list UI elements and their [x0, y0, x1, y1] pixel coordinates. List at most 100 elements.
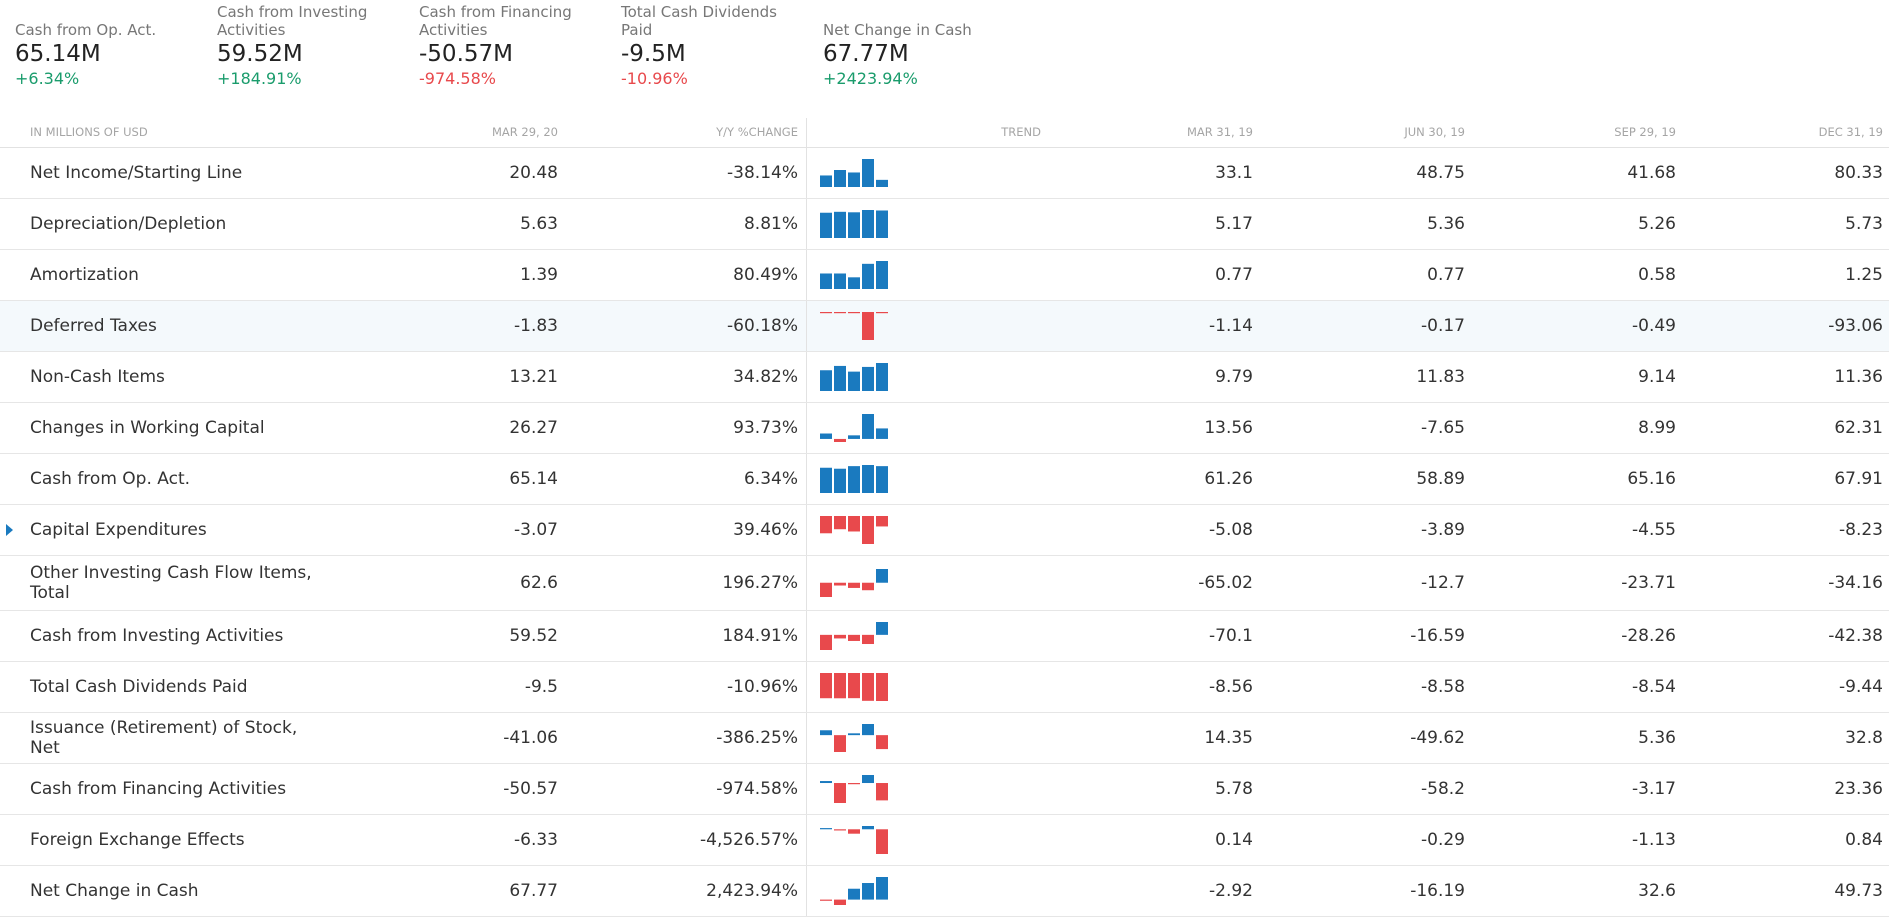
table-row[interactable]: Deferred Taxes -1.83 -60.18% -1.14 -0.17 -0.4…: [0, 301, 1889, 352]
trend-bar: [820, 312, 832, 314]
table-row[interactable]: Capital Expenditures -3.07 39.46% -5.08 -3.8…: [0, 505, 1889, 556]
value-jun-30-19: -58.2: [1421, 779, 1465, 799]
value-dec-31-19: 67.91: [1834, 469, 1883, 489]
value-dec-31-19: 23.36: [1834, 779, 1883, 799]
table-row[interactable]: Cash from Op. Act. 65.14 6.34% 61.26 58.89 65…: [0, 454, 1889, 505]
trend-bar: [834, 829, 846, 831]
value-yoy-change: 2,423.94%: [706, 881, 798, 901]
value-mar-31-19: 0.14: [1215, 830, 1253, 850]
trend-bar: [834, 673, 846, 699]
header-dec-31-19: DEC 31, 19: [1818, 125, 1883, 139]
table-row[interactable]: Depreciation/Depletion 5.63 8.81% 5.17 5.36 5…: [0, 199, 1889, 250]
column-divider: [806, 556, 807, 610]
trend-bar: [862, 366, 874, 391]
metric-change: +6.34%: [15, 69, 80, 88]
trend-bar: [862, 263, 874, 289]
trend-sparkline: [820, 454, 890, 504]
value-mar-29-20: 20.48: [509, 163, 558, 183]
value-jun-30-19: -49.62: [1410, 728, 1465, 748]
value-dec-31-19: 1.25: [1845, 265, 1883, 285]
row-label: Total Cash Dividends Paid: [30, 677, 248, 697]
sparkline-svg: [820, 414, 888, 442]
trend-bar: [848, 634, 860, 641]
table-row[interactable]: Other Investing Cash Flow Items, Total 62…: [0, 556, 1889, 611]
trend-bar: [862, 634, 874, 645]
trend-bar: [862, 673, 874, 701]
table-row[interactable]: Amortization 1.39 80.49% 0.77 0.77 0.58 1.25: [0, 250, 1889, 301]
value-yoy-change: -974.58%: [716, 779, 798, 799]
header-mar-31-19: MAR 31, 19: [1186, 125, 1253, 139]
value-mar-29-20: 26.27: [509, 418, 558, 438]
value-mar-29-20: 67.77: [509, 881, 558, 901]
value-jun-30-19: -0.29: [1421, 830, 1465, 850]
value-mar-29-20: -6.33: [514, 830, 558, 850]
value-mar-29-20: -50.57: [503, 779, 558, 799]
value-jun-30-19: 5.36: [1427, 214, 1465, 234]
trend-bar: [820, 370, 832, 391]
trend-bar: [820, 781, 832, 784]
table-row[interactable]: Changes in Working Capital 26.27 93.73% 13.…: [0, 403, 1889, 454]
trend-bar: [848, 582, 860, 588]
value-sep-29-19: 5.36: [1638, 728, 1676, 748]
table-row[interactable]: Total Cash Dividends Paid -9.5 -10.96% -8.5…: [0, 662, 1889, 713]
trend-bar: [862, 724, 874, 736]
table-row[interactable]: Cash from Financing Activities -50.57 -974…: [0, 764, 1889, 815]
value-mar-31-19: -65.02: [1198, 573, 1253, 593]
trend-bar: [876, 179, 888, 187]
row-label: Capital Expenditures: [30, 520, 207, 540]
value-yoy-change: 93.73%: [733, 418, 798, 438]
sparkline-svg: [820, 673, 888, 701]
value-dec-31-19: -42.38: [1828, 626, 1883, 646]
value-sep-29-19: 32.6: [1638, 881, 1676, 901]
trend-bar: [820, 828, 832, 830]
value-jun-30-19: -16.19: [1410, 881, 1465, 901]
column-divider: [806, 454, 807, 504]
table-row[interactable]: Issuance (Retirement) of Stock, Net -41.0…: [0, 713, 1889, 764]
trend-bar: [862, 210, 874, 238]
metric-label: Cash from Op. Act.: [15, 21, 157, 39]
value-dec-31-19: 11.36: [1834, 367, 1883, 387]
trend-bar: [862, 516, 874, 544]
column-divider: [806, 199, 807, 249]
table-row[interactable]: Net Income/Starting Line 20.48 -38.14% 33.1…: [0, 148, 1889, 199]
table-row[interactable]: Non-Cash Items 13.21 34.82% 9.79 11.83 9.14 11…: [0, 352, 1889, 403]
sparkline-svg: [820, 210, 888, 238]
value-dec-31-19: 0.84: [1845, 830, 1883, 850]
trend-bar: [862, 312, 874, 340]
value-yoy-change: -60.18%: [727, 316, 798, 336]
value-jun-30-19: -8.58: [1421, 677, 1465, 697]
value-jun-30-19: -7.65: [1421, 418, 1465, 438]
trend-bar: [876, 363, 888, 391]
trend-bar: [820, 212, 832, 238]
value-dec-31-19: 80.33: [1834, 163, 1883, 183]
value-dec-31-19: 5.73: [1845, 214, 1883, 234]
table-row[interactable]: Cash from Investing Activities 59.52 184.9…: [0, 611, 1889, 662]
table-header: IN MILLIONS OF USD MAR 29, 20 Y/Y %CHANG…: [0, 118, 1889, 148]
value-jun-30-19: -3.89: [1421, 520, 1465, 540]
metric-value: 59.52M: [217, 41, 303, 67]
table-row[interactable]: Net Change in Cash 67.77 2,423.94% -2.92 -16…: [0, 866, 1889, 917]
row-label: Deferred Taxes: [30, 316, 157, 336]
value-jun-30-19: -12.7: [1421, 573, 1465, 593]
trend-bar: [876, 569, 888, 583]
value-sep-29-19: -3.17: [1632, 779, 1676, 799]
row-label: Non-Cash Items: [30, 367, 165, 387]
metric-label: Total Cash Dividends Paid: [621, 3, 777, 39]
row-label: Cash from Op. Act.: [30, 469, 191, 489]
column-divider: [806, 815, 807, 865]
expand-arrow-icon[interactable]: [6, 524, 13, 536]
column-divider: [806, 352, 807, 402]
column-divider: [806, 764, 807, 814]
table-row[interactable]: Foreign Exchange Effects -6.33 -4,526.57% 0…: [0, 815, 1889, 866]
trend-bar: [834, 170, 846, 187]
row-label: Foreign Exchange Effects: [30, 830, 245, 850]
trend-bar: [834, 468, 846, 493]
trend-bar: [834, 365, 846, 391]
summary-metrics: Cash from Op. Act. 65.14M +6.34% Cash from …: [0, 0, 1889, 110]
trend-sparkline: [820, 764, 890, 814]
metric-value: 67.77M: [823, 41, 909, 67]
metric-label: Net Change in Cash: [823, 21, 972, 39]
trend-bar: [834, 735, 846, 752]
metric-label: Cash from Financing Activities: [419, 3, 572, 39]
value-mar-31-19: -70.1: [1209, 626, 1253, 646]
